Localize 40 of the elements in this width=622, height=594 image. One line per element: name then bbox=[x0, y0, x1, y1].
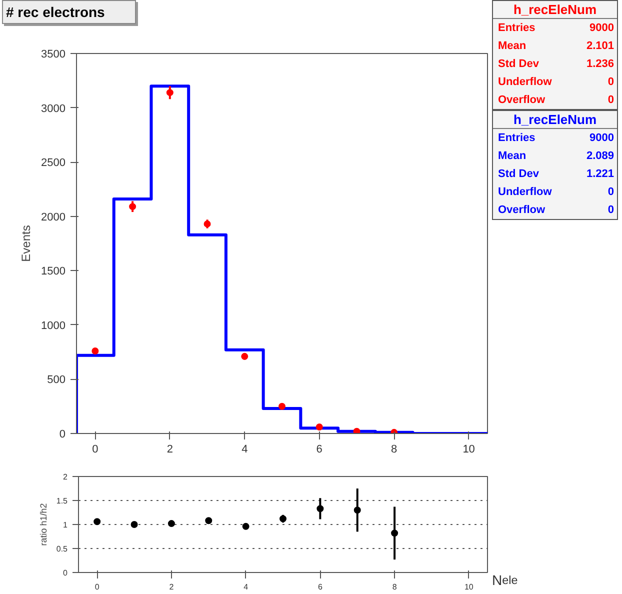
x-tick-label: 0 bbox=[92, 444, 98, 456]
text: Std Dev 1.236 bbox=[498, 58, 614, 70]
text: Std Dev 1.221 bbox=[498, 168, 614, 180]
x-tick-label: 0 bbox=[94, 582, 100, 592]
x-tick-label: 2 bbox=[169, 582, 174, 592]
y-tick-label: 0.5 bbox=[56, 544, 68, 554]
y-tick-label: 2 bbox=[63, 472, 68, 482]
y-tick-label: 3000 bbox=[41, 102, 66, 115]
text: Underflow 0 bbox=[498, 76, 614, 88]
x-tick-label: 4 bbox=[242, 444, 248, 456]
x-tick-label: 10 bbox=[464, 582, 474, 592]
y-tick-label: 2000 bbox=[41, 211, 66, 224]
y-tick-label: 2500 bbox=[41, 157, 66, 170]
y-tick-label: 500 bbox=[47, 374, 66, 386]
y-tick-label: 0 bbox=[63, 568, 68, 578]
y-axis-title: ratio h1/h2 bbox=[38, 503, 48, 546]
text: h_recEleNum bbox=[493, 111, 617, 129]
y-tick-label: 1500 bbox=[41, 266, 66, 278]
x-tick-label: 2 bbox=[166, 444, 173, 456]
x-tick-label: 6 bbox=[316, 444, 322, 456]
y-tick-label: 1 bbox=[63, 520, 68, 530]
text: Entries 9000 bbox=[498, 132, 614, 144]
y-tick-label: 3500 bbox=[41, 48, 66, 60]
x-tick-label: 10 bbox=[462, 444, 475, 456]
x-tick-label: 4 bbox=[244, 582, 249, 592]
text: h_recEleNum bbox=[493, 1, 617, 19]
text: Mean 2.101 bbox=[498, 40, 614, 52]
text: Overflow 0 bbox=[498, 204, 614, 216]
y-tick-label: 0 bbox=[59, 428, 66, 440]
x-tick-label: 6 bbox=[318, 582, 323, 592]
y-tick-label: 1000 bbox=[41, 320, 66, 332]
y-tick-label: 1.5 bbox=[56, 496, 68, 506]
x-tick-label: 8 bbox=[392, 582, 398, 592]
y-axis-title: Events bbox=[19, 225, 34, 262]
x-tick-label: 8 bbox=[391, 444, 398, 456]
text: Overflow 0 bbox=[498, 94, 614, 106]
text: Entries 9000 bbox=[498, 22, 614, 34]
text: Underflow 0 bbox=[498, 186, 614, 198]
text: Mean 2.089 bbox=[498, 150, 614, 162]
chart-title: # rec electrons bbox=[2, 0, 136, 24]
